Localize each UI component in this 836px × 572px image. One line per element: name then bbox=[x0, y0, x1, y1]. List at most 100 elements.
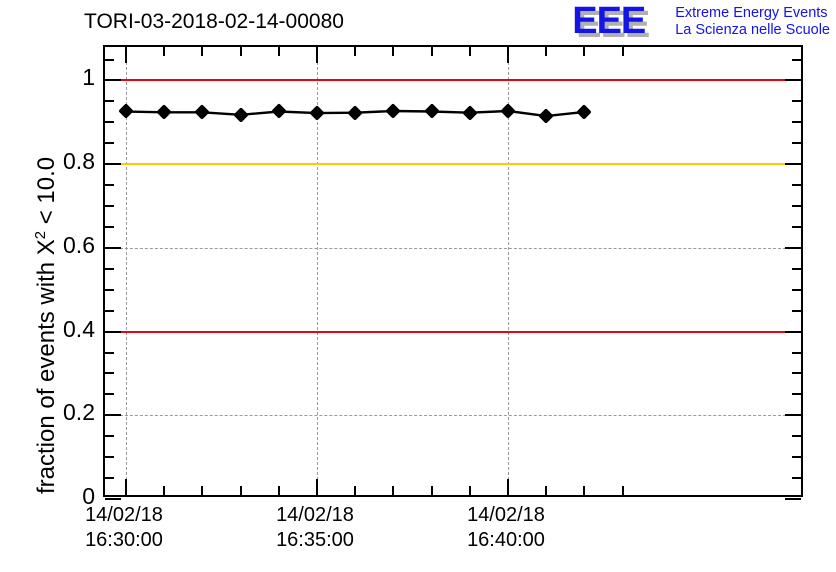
x-axis-tick-minor bbox=[430, 47, 433, 56]
y-axis-tick-minor bbox=[792, 142, 801, 145]
y-axis-tick-label: 0 bbox=[82, 483, 95, 509]
y-axis-tick-minor bbox=[792, 205, 801, 208]
y-axis-tick-major bbox=[105, 330, 121, 333]
plot-area bbox=[103, 45, 803, 500]
y-axis-tick-major bbox=[785, 163, 801, 166]
x-axis-tick-major bbox=[507, 479, 509, 495]
x-axis-tick-label-date: 14/02/18 bbox=[467, 504, 545, 526]
x-axis-tick-major bbox=[316, 479, 318, 495]
y-axis-tick-minor bbox=[792, 267, 801, 270]
y-axis-tick-major bbox=[105, 79, 121, 82]
x-axis-tick-major bbox=[507, 47, 509, 63]
eee-logo-mark: EEE EEE bbox=[572, 0, 668, 44]
y-axis-title-prefix: fraction of events with X bbox=[33, 239, 60, 494]
y-axis-tick-minor bbox=[105, 100, 114, 103]
page-title: TORI-03-2018-02-14-00080 bbox=[84, 10, 344, 33]
y-axis-tick-minor bbox=[792, 351, 801, 354]
gridline-vertical bbox=[508, 47, 509, 495]
x-axis-tick-minor bbox=[545, 47, 548, 56]
x-axis-tick-minor bbox=[239, 486, 242, 495]
x-axis-tick-major bbox=[316, 47, 318, 63]
x-axis-tick-minor bbox=[392, 47, 395, 56]
x-axis-tick-minor bbox=[277, 47, 280, 56]
reference-line-upper-red-threshold bbox=[105, 79, 801, 82]
y-axis-tick-minor bbox=[105, 142, 114, 145]
y-axis-tick-minor bbox=[105, 393, 114, 396]
x-axis-tick-minor bbox=[583, 47, 586, 56]
data-series-svg bbox=[125, 109, 585, 118]
x-axis-tick-label-date: 14/02/18 bbox=[85, 504, 163, 526]
y-axis-tick-major bbox=[105, 414, 121, 417]
gridline-vertical bbox=[126, 47, 127, 495]
x-axis-tick-minor bbox=[277, 486, 280, 495]
x-axis-tick-minor bbox=[239, 47, 242, 56]
y-axis-tick-minor bbox=[792, 372, 801, 375]
x-axis-tick-label-time: 16:30:00 bbox=[85, 529, 163, 551]
y-axis-tick-major bbox=[785, 79, 801, 82]
x-axis-tick-label-date: 14/02/18 bbox=[276, 504, 354, 526]
y-axis-tick-minor bbox=[792, 477, 801, 480]
x-axis-tick-minor bbox=[392, 486, 395, 495]
eee-logo: EEE EEE Extreme Energy Events La Scienza… bbox=[572, 0, 830, 44]
eee-logo-line1: Extreme Energy Events bbox=[675, 5, 828, 21]
eee-logo-mark-text: EEE bbox=[572, 0, 646, 42]
y-axis-tick-minor bbox=[105, 288, 114, 291]
y-axis-tick-minor bbox=[105, 351, 114, 354]
y-axis-tick-minor bbox=[105, 477, 114, 480]
x-axis-tick-minor bbox=[354, 47, 357, 56]
y-axis-tick-minor bbox=[792, 225, 801, 228]
y-axis-tick-minor bbox=[105, 435, 114, 438]
x-axis-tick-minor bbox=[430, 486, 433, 495]
y-axis-tick-minor bbox=[105, 372, 114, 375]
y-axis-tick-label: 1 bbox=[82, 64, 95, 91]
x-axis-tick-minor bbox=[201, 486, 204, 495]
x-axis-tick-minor bbox=[621, 486, 624, 495]
x-axis-tick-label: 14/02/18 16:35:00 bbox=[235, 503, 395, 553]
x-axis-tick-major bbox=[125, 47, 127, 63]
x-axis-tick-minor bbox=[201, 47, 204, 56]
y-axis-tick-minor bbox=[792, 456, 801, 459]
y-axis-tick-minor bbox=[792, 393, 801, 396]
y-axis-tick-label: 0.2 bbox=[63, 399, 95, 426]
eee-logo-caption: Extreme Energy Events La Scienza nelle S… bbox=[675, 3, 830, 39]
y-axis-tick-minor bbox=[792, 309, 801, 312]
y-axis-tick-label: 0.6 bbox=[63, 231, 95, 258]
y-axis-tick-major bbox=[785, 414, 801, 417]
gridline-horizontal bbox=[105, 247, 801, 249]
x-axis-tick-minor bbox=[468, 486, 471, 495]
y-axis-tick-major bbox=[785, 246, 801, 249]
x-axis-tick-major bbox=[125, 479, 127, 495]
x-axis-tick-minor bbox=[583, 486, 586, 495]
gridline-vertical bbox=[317, 47, 318, 495]
x-axis-tick-label-time: 16:35:00 bbox=[276, 529, 354, 551]
y-axis-tick-minor bbox=[105, 267, 114, 270]
y-axis-tick-minor bbox=[105, 456, 114, 459]
eee-logo-line2: La Scienza nelle Scuole bbox=[675, 22, 830, 38]
y-axis-tick-minor bbox=[105, 121, 114, 124]
x-axis-tick-minor bbox=[468, 47, 471, 56]
gridline-horizontal bbox=[105, 415, 801, 417]
x-axis-tick-minor bbox=[545, 486, 548, 495]
y-axis-tick-major bbox=[105, 498, 121, 500]
x-axis-tick-minor bbox=[163, 486, 166, 495]
reference-line-yellow-threshold bbox=[105, 163, 801, 166]
y-axis-tick-minor bbox=[105, 58, 114, 61]
y-axis-tick-minor bbox=[792, 121, 801, 124]
y-axis-tick-minor bbox=[105, 225, 114, 228]
y-axis-tick-major bbox=[785, 330, 801, 333]
y-axis-tick-minor bbox=[792, 100, 801, 103]
y-axis-tick-label: 0.8 bbox=[63, 148, 95, 175]
y-axis-tick-major bbox=[105, 246, 121, 249]
x-axis-tick-minor bbox=[621, 47, 624, 56]
x-axis-tick-minor bbox=[354, 486, 357, 495]
y-axis-tick-minor bbox=[792, 435, 801, 438]
y-axis-tick-minor bbox=[105, 205, 114, 208]
eee-logo-mark-shadow: EEE bbox=[576, 4, 650, 46]
y-axis-tick-minor bbox=[792, 58, 801, 61]
y-axis-tick-minor bbox=[105, 309, 114, 312]
y-axis-tick-major bbox=[105, 163, 121, 166]
y-axis-tick-label: 0.4 bbox=[63, 315, 95, 342]
y-axis-tick-major bbox=[785, 498, 801, 500]
y-axis-tick-minor bbox=[792, 288, 801, 291]
